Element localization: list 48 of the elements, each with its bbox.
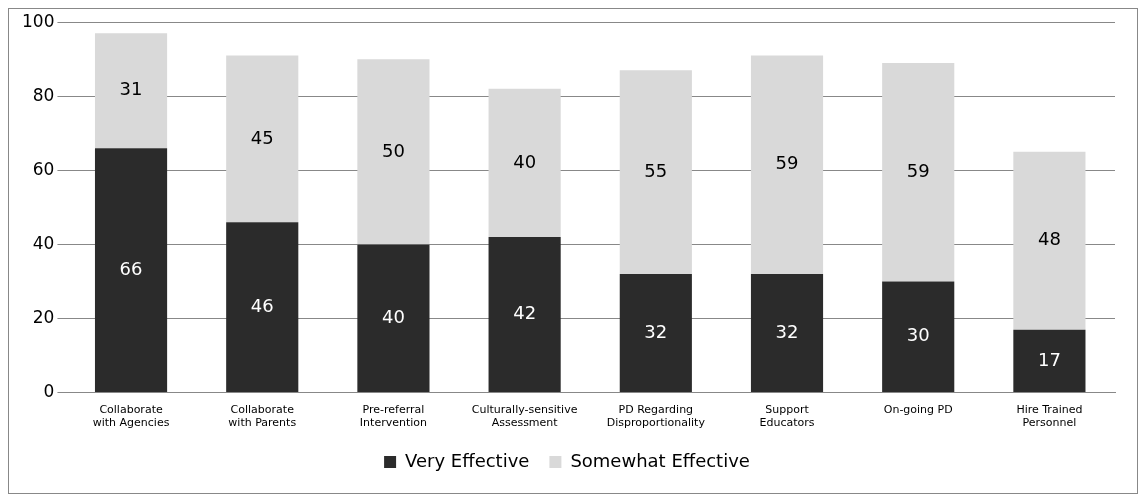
data-label: 42 — [513, 302, 537, 324]
legend-label: Very Effective — [405, 449, 530, 471]
bar — [750, 55, 824, 275]
x-tick-label: Culturally-sensitive Assessment — [471, 403, 578, 430]
y-tick-label: 60 — [32, 158, 55, 179]
bar — [1013, 151, 1086, 330]
data-label: 59 — [775, 152, 799, 174]
bar — [882, 281, 955, 393]
x-tick-label: Pre-referral Intervention — [359, 403, 428, 430]
bar — [619, 70, 692, 275]
x-tick-label: Collaborate with Parents — [228, 403, 297, 430]
y-tick-label: 80 — [32, 84, 55, 105]
bar — [1013, 329, 1086, 393]
data-label: 31 — [119, 78, 143, 100]
bar — [94, 33, 168, 149]
data-label: 17 — [1037, 348, 1061, 370]
bar — [488, 237, 561, 393]
data-label: 40 — [513, 150, 537, 172]
y-tick-label: 20 — [32, 306, 55, 327]
bar — [226, 55, 299, 223]
x-tick-label: On-going PD — [883, 403, 953, 417]
x-tick-label: PD Regarding Disproportionality — [606, 403, 706, 430]
bar — [488, 88, 561, 238]
y-tick-label: 40 — [32, 232, 55, 253]
y-tick-label: 0 — [43, 381, 55, 402]
data-label: 46 — [250, 294, 274, 316]
bar — [357, 244, 430, 393]
data-label: 32 — [644, 320, 668, 342]
data-label: 45 — [250, 126, 274, 148]
bar — [750, 274, 824, 393]
data-label: 30 — [906, 324, 930, 346]
bar — [226, 222, 299, 393]
data-label: 32 — [775, 320, 799, 342]
x-tick-label: Hire Trained Personnel — [1016, 403, 1083, 430]
legend-label: Somewhat Effective — [570, 449, 750, 471]
y-tick-label: 100 — [21, 10, 55, 31]
bar — [357, 59, 430, 245]
data-label: 59 — [906, 159, 930, 181]
data-label: 40 — [381, 305, 405, 327]
x-tick-label: Collaborate with Agencies — [92, 403, 170, 430]
x-tick-label: Support Educators — [759, 403, 815, 430]
bar — [94, 148, 168, 393]
data-label: 66 — [119, 257, 143, 279]
data-label: 50 — [381, 139, 405, 161]
bar — [882, 62, 955, 282]
data-label: 55 — [644, 159, 668, 181]
data-label: 48 — [1037, 228, 1061, 250]
bar — [619, 274, 692, 393]
